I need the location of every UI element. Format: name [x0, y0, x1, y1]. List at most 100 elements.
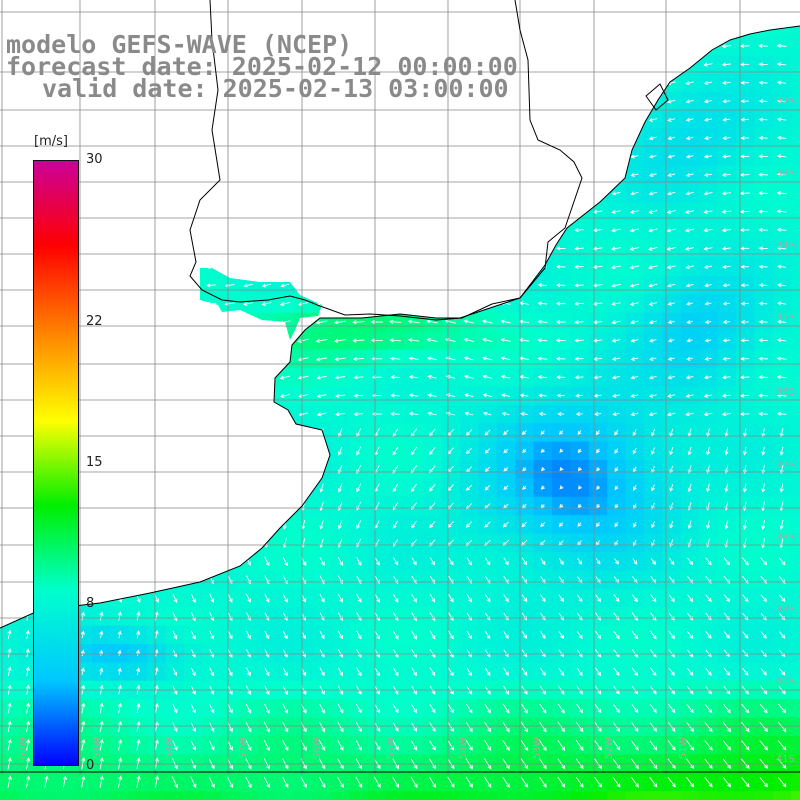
- wind-arrow: [703, 209, 713, 214]
- wind-speed-cell: [791, 386, 800, 406]
- wind-speed-cell: [92, 791, 111, 800]
- wind-arrow: [740, 99, 749, 104]
- wind-speed-cell: [791, 588, 800, 608]
- wind-speed-cell: [791, 662, 800, 682]
- wind-arrow: [721, 191, 732, 196]
- wind-speed-cell: [460, 791, 479, 800]
- wind-speed-cell: [791, 257, 800, 277]
- wind-arrow: [611, 191, 621, 196]
- wind-speed-cell: [791, 36, 800, 56]
- wind-speed-cell: [73, 791, 93, 800]
- wind-arrow: [611, 209, 621, 214]
- wind-arrow: [667, 172, 676, 177]
- wind-speed-cell: [680, 791, 700, 800]
- wind-speed-cell: [772, 26, 792, 38]
- wind-speed-cell: [312, 791, 332, 800]
- wind-speed-cell: [736, 791, 755, 800]
- wind-speed-cell: [791, 202, 800, 222]
- wind-speed-cell: [791, 368, 800, 387]
- wind-speed-cell: [607, 791, 627, 800]
- longitude-label: 56W: [312, 737, 323, 760]
- latitude-label: 35S: [776, 312, 795, 323]
- wind-speed-cell: [791, 128, 800, 148]
- wind-speed-cell: [791, 294, 800, 314]
- wind-speed-cell: [18, 791, 38, 800]
- wind-speed-cell: [533, 791, 553, 800]
- wind-arrow: [776, 135, 787, 140]
- wind-arrow: [555, 246, 566, 251]
- latitude-label: 39S: [776, 604, 795, 615]
- wind-arrow: [704, 117, 712, 122]
- latitude-label: 34S: [776, 240, 795, 251]
- wind-speed-cell: [257, 791, 277, 800]
- wind-arrow: [740, 117, 749, 122]
- wind-speed-cell: [331, 791, 351, 800]
- wind-arrow: [722, 154, 731, 159]
- wind-speed-cell: [0, 791, 19, 800]
- wind-arrow: [739, 172, 750, 177]
- wind-speed-cell: [791, 92, 800, 111]
- colorbar-tick-label: 0: [86, 758, 95, 773]
- wind-speed-cell: [644, 791, 663, 800]
- wind-speed-cell: [55, 791, 75, 800]
- wind-arrow: [648, 228, 658, 233]
- wind-speed-cell: [36, 791, 56, 800]
- wind-speed-cell: [791, 276, 800, 295]
- wind-speed-cell: [791, 441, 800, 461]
- wind-arrow: [740, 80, 750, 85]
- wind-speed-cell: [791, 772, 800, 792]
- wind-arrow: [630, 191, 639, 196]
- wind-speed-cell: [699, 791, 719, 800]
- wind-arrow: [648, 209, 658, 214]
- wind-arrow: [722, 136, 731, 141]
- wind-speed-cell: [662, 791, 682, 800]
- latitude-label: 37S: [776, 460, 795, 471]
- wind-arrow: [667, 136, 676, 141]
- wind-arrow: [776, 80, 787, 85]
- wind-arrow: [758, 172, 769, 177]
- colorbar-unit: [m/s]: [34, 134, 68, 149]
- wind-arrow: [739, 228, 750, 233]
- wind-speed-cell: [791, 515, 800, 535]
- wind-speed-cell: [791, 423, 800, 443]
- wind-arrow: [685, 172, 694, 177]
- wind-arrow: [758, 191, 769, 196]
- wind-arrow: [574, 228, 585, 233]
- wind-arrow: [758, 135, 768, 140]
- wind-speed-cell: [110, 791, 130, 800]
- longitude-label: 53W: [532, 737, 543, 760]
- wind-speed-cell: [754, 791, 774, 800]
- wind-speed-cell: [791, 73, 800, 93]
- longitude-label: 60W: [18, 737, 29, 760]
- wind-speed-cell: [717, 791, 737, 800]
- wind-arrow: [777, 98, 787, 104]
- wind-speed-cell: [791, 478, 800, 498]
- wind-speed-cell: [588, 791, 608, 800]
- wind-speed-cell: [625, 791, 645, 800]
- wind-speed-cell: [791, 220, 800, 240]
- wind-arrow: [776, 154, 787, 159]
- wind-arrow: [776, 209, 787, 214]
- wind-arrow: [740, 154, 750, 159]
- wind-speed-cell: [791, 55, 800, 75]
- wind-arrow: [758, 117, 768, 122]
- wind-arrow: [574, 246, 585, 251]
- wind-arrow: [758, 227, 768, 232]
- wind-arrow: [685, 99, 694, 104]
- wind-speed-cell: [791, 791, 800, 800]
- wind-speed-cell: [791, 184, 800, 203]
- wind-speed-cell: [239, 791, 259, 800]
- wind-speed-cell: [791, 625, 800, 645]
- longitude-label: 52W: [604, 737, 615, 760]
- wind-arrow: [630, 154, 639, 159]
- wind-speed-cell: [128, 791, 148, 800]
- wind-arrow: [776, 117, 787, 122]
- wind-arrow: [758, 80, 768, 85]
- wind-arrow: [703, 62, 713, 67]
- wind-speed-cell: [184, 791, 203, 800]
- title-valid-date: valid date: 2025-02-13 03:00:00: [42, 74, 509, 103]
- wind-arrow: [722, 117, 731, 122]
- wind-arrow: [703, 172, 713, 178]
- wind-arrow: [648, 117, 658, 122]
